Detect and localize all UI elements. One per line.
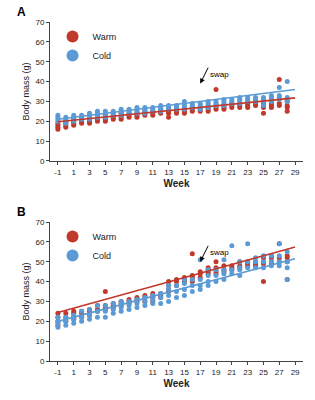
svg-text:7: 7 [119,168,124,177]
svg-text:29: 29 [291,368,300,377]
svg-text:Cold: Cold [93,251,112,261]
svg-text:Body mass (g): Body mass (g) [21,262,31,320]
svg-text:swap: swap [210,248,229,257]
svg-text:30: 30 [35,97,44,106]
svg-text:60: 60 [35,238,44,247]
svg-text:20: 20 [35,317,44,326]
svg-text:15: 15 [180,368,189,377]
svg-text:A: A [17,5,26,19]
svg-text:30: 30 [35,297,44,306]
svg-text:23: 23 [243,368,252,377]
svg-text:11: 11 [149,168,158,177]
svg-text:40: 40 [35,77,44,86]
svg-text:21: 21 [227,368,236,377]
svg-text:50: 50 [35,58,44,67]
svg-text:-1: -1 [54,368,62,377]
svg-text:13: 13 [164,368,173,377]
svg-text:-1: -1 [54,168,62,177]
svg-text:9: 9 [135,168,140,177]
svg-text:27: 27 [275,368,284,377]
svg-text:5: 5 [103,168,108,177]
svg-text:Warm: Warm [93,32,117,42]
svg-text:1: 1 [71,368,76,377]
svg-text:7: 7 [119,368,124,377]
svg-text:21: 21 [227,168,236,177]
svg-text:3: 3 [87,168,92,177]
svg-text:29: 29 [291,168,300,177]
svg-text:Week: Week [164,378,190,389]
svg-text:3: 3 [87,368,92,377]
svg-text:10: 10 [35,337,44,346]
svg-text:40: 40 [35,277,44,286]
svg-text:Warm: Warm [93,232,117,242]
svg-text:13: 13 [164,168,173,177]
svg-text:0: 0 [40,357,45,366]
svg-text:27: 27 [275,168,284,177]
svg-text:25: 25 [259,168,268,177]
svg-text:19: 19 [212,368,221,377]
svg-text:5: 5 [103,368,108,377]
svg-text:15: 15 [180,168,189,177]
svg-text:17: 17 [196,368,205,377]
svg-text:20: 20 [35,117,44,126]
svg-text:Week: Week [164,178,190,189]
svg-text:Cold: Cold [93,51,112,61]
svg-text:11: 11 [149,368,158,377]
svg-text:Body mass (g): Body mass (g) [21,62,31,120]
svg-text:swap: swap [210,70,229,79]
svg-text:60: 60 [35,38,44,47]
svg-text:1: 1 [71,168,76,177]
svg-text:70: 70 [35,218,44,227]
svg-text:10: 10 [35,137,44,146]
svg-text:19: 19 [212,168,221,177]
svg-text:0: 0 [40,157,45,166]
svg-text:9: 9 [135,368,140,377]
svg-text:23: 23 [243,168,252,177]
svg-text:B: B [17,205,26,219]
svg-text:50: 50 [35,258,44,267]
svg-text:25: 25 [259,368,268,377]
svg-text:70: 70 [35,18,44,27]
svg-text:17: 17 [196,168,205,177]
